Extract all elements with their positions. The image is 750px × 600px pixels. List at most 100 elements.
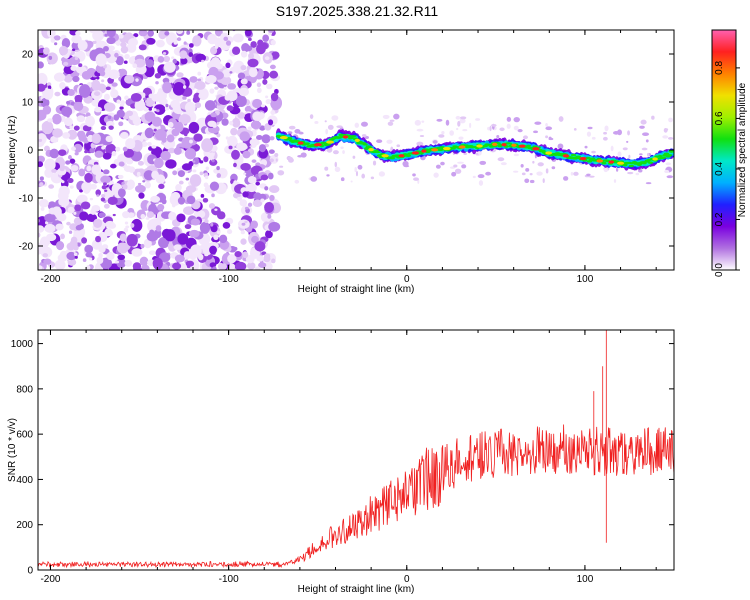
speckle-mark (545, 168, 549, 174)
noise-mark (42, 253, 49, 258)
noise-mark (139, 256, 149, 267)
noise-mark (238, 87, 250, 97)
noise-mark (128, 38, 139, 47)
track-mark (575, 155, 581, 158)
speckle-mark (457, 161, 464, 164)
noise-mark (177, 233, 189, 245)
noise-mark (209, 181, 220, 191)
noise-mark (77, 130, 86, 139)
noise-mark (100, 175, 111, 184)
noise-mark (212, 266, 217, 270)
noise-mark (145, 59, 155, 68)
noise-mark (134, 99, 146, 112)
track-mark (351, 135, 357, 138)
track-peak-mark (342, 135, 349, 139)
noise-mark (221, 118, 229, 126)
noise-mark (40, 206, 45, 211)
noise-mark (212, 123, 217, 128)
noise-mark (144, 111, 156, 122)
noise-mark (192, 35, 202, 47)
noise-mark (172, 170, 178, 176)
noise-mark (119, 233, 127, 242)
noise-mark (63, 61, 69, 66)
speckle-mark (445, 119, 450, 126)
noise-mark (54, 259, 66, 270)
noise-mark (130, 92, 142, 102)
noise-mark (145, 217, 150, 220)
speckle-mark (340, 146, 344, 149)
speckle-mark (436, 118, 443, 122)
noise-mark (123, 227, 129, 233)
noise-mark (114, 52, 119, 58)
colorbar-tick-label: 0.6 (714, 111, 725, 125)
noise-mark (66, 100, 71, 105)
speckle-mark (642, 132, 650, 136)
noise-mark (90, 183, 97, 190)
noise-mark (51, 168, 57, 173)
track-mark (647, 161, 654, 164)
speckle-mark (455, 127, 459, 131)
noise-mark (224, 94, 232, 101)
noise-mark (176, 30, 184, 35)
noise-mark (86, 213, 98, 222)
noise-mark (96, 40, 103, 47)
noise-mark (118, 161, 125, 167)
noise-mark (194, 80, 206, 90)
noise-mark (120, 41, 127, 48)
speckle-mark (354, 166, 357, 173)
track-mark (375, 151, 381, 154)
speckle-mark (641, 147, 648, 151)
noise-mark (167, 121, 174, 128)
noise-mark (163, 55, 171, 63)
noise-mark (153, 128, 157, 132)
speckle-mark (332, 150, 339, 155)
speckle-mark (586, 173, 591, 177)
noise-mark (49, 148, 59, 159)
noise-mark (244, 45, 253, 52)
noise-mark (240, 230, 246, 235)
speckle-mark (610, 145, 614, 152)
noise-mark (106, 30, 116, 38)
noise-mark (68, 230, 73, 234)
speckle-mark (513, 116, 520, 123)
speckle-mark (513, 153, 519, 157)
noise-mark (163, 61, 176, 73)
track-peak-mark (421, 149, 427, 153)
track-peak-mark (545, 151, 553, 155)
speckle-mark (438, 134, 445, 138)
noise-mark (153, 104, 166, 115)
noise-mark (201, 138, 214, 153)
track-peak-mark (511, 143, 517, 147)
noise-mark (240, 64, 247, 71)
speckle-mark (615, 167, 619, 172)
noise-mark (221, 112, 229, 119)
noise-mark (86, 265, 91, 270)
noise-mark (128, 212, 135, 218)
noise-mark (183, 85, 187, 89)
speckle-mark (361, 134, 367, 137)
noise-mark (124, 53, 130, 60)
noise-mark (103, 93, 110, 101)
noise-mark (240, 238, 247, 245)
noise-mark (38, 72, 48, 86)
speckle-mark (461, 164, 467, 169)
noise-mark (271, 51, 280, 60)
track-mark (418, 151, 424, 155)
noise-mark (256, 43, 266, 55)
track-mark (586, 160, 593, 163)
spectrogram-xtick-label: -200 (40, 274, 60, 285)
noise-mark (232, 46, 241, 55)
noise-mark (186, 195, 196, 205)
noise-mark (118, 68, 128, 78)
noise-mark (250, 41, 257, 48)
snr-ytick-label: 200 (16, 520, 33, 531)
noise-mark (112, 213, 116, 217)
noise-mark (234, 261, 247, 270)
noise-mark (70, 164, 79, 172)
snr-xlabel: Height of straight line (km) (298, 584, 415, 595)
track-peak-mark (532, 147, 540, 151)
speckle-mark (522, 135, 528, 140)
noise-mark (104, 33, 108, 37)
